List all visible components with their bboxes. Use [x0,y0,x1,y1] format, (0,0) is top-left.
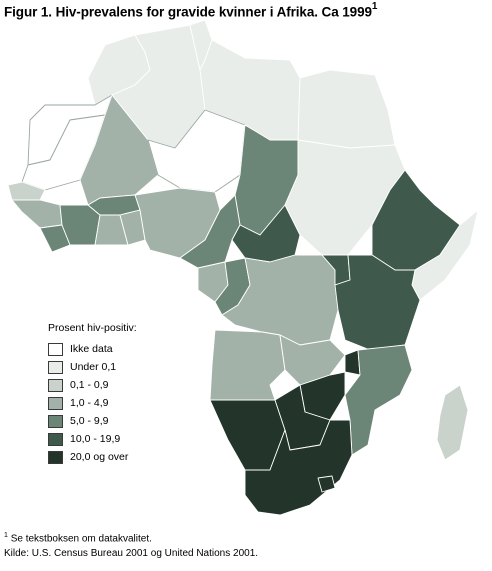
legend-item: Under 0,1 [48,358,137,376]
footnote: 1 Se tekstboksen om datakvalitet. [4,532,152,545]
source-note: Kilde: U.S. Census Bureau 2001 og United… [4,548,259,559]
legend-swatch [48,342,63,356]
legend-item: Ikke data [48,340,137,358]
legend-swatch [48,396,63,410]
region-guinea [11,199,63,229]
legend-item: 0,1 - 0,9 [48,376,137,394]
region-egypt [297,69,396,149]
map-legend: Prosent hiv-positiv: Ikke data Under 0,1… [48,322,137,466]
legend-item: 1,0 - 4,9 [48,394,137,412]
region-angola [209,329,286,401]
region-mozambique [344,344,413,456]
region-senegal [7,181,46,201]
region-sudan [284,139,406,256]
legend-swatch [48,450,63,464]
region-zambia [279,334,346,386]
map-title: Figur 1. Hiv-prevalens for gravide kvinn… [4,1,378,20]
legend-swatch [48,360,63,374]
region-lesotho [317,475,336,493]
legend-swatch [48,432,63,446]
legend-item: 10,0 - 19,9 [48,430,137,448]
legend-swatch [48,414,63,428]
legend-item: 5,0 - 9,9 [48,412,137,430]
legend-title: Prosent hiv-positiv: [48,322,137,334]
region-madagascar [436,384,469,461]
region-malawi [344,349,361,376]
legend-item: 20,0 og over [48,448,137,466]
legend-swatch [48,378,63,392]
